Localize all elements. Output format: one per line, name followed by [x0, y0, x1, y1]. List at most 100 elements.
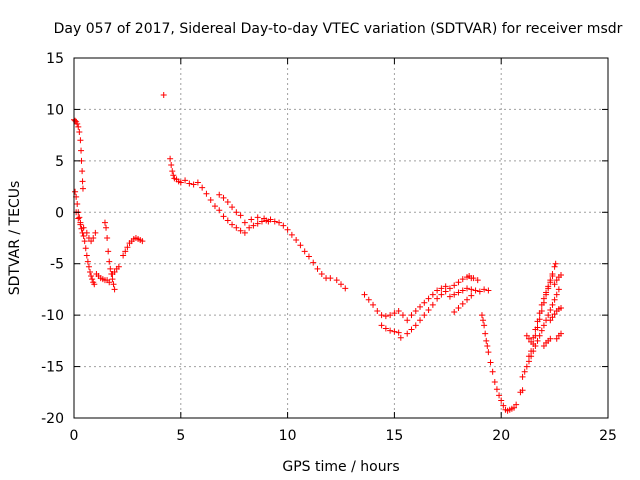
data-point [553, 277, 560, 284]
data-point [395, 308, 402, 315]
data-point [421, 312, 428, 319]
data-point [484, 343, 491, 349]
data-point [77, 137, 84, 144]
data-point [318, 271, 325, 277]
data-point [342, 285, 349, 292]
data-point [233, 224, 240, 231]
data-point [555, 286, 562, 293]
data-point [480, 317, 487, 324]
y-tick-label: 15 [46, 51, 64, 67]
data-point [408, 326, 415, 333]
data-point [474, 277, 481, 284]
data-point [397, 334, 404, 341]
data-point [81, 238, 88, 245]
data-point [182, 177, 189, 184]
data-point [216, 207, 223, 214]
data-point [536, 310, 543, 317]
data-point [237, 212, 244, 219]
data-point [365, 296, 372, 303]
data-point [558, 272, 565, 279]
data-point [434, 287, 441, 294]
data-point [288, 231, 295, 238]
data-point [493, 386, 500, 393]
data-point [543, 289, 550, 296]
y-tick-label: 0 [55, 205, 64, 221]
data-point [387, 312, 394, 319]
data-point [464, 285, 471, 292]
data-point [551, 281, 558, 288]
x-axis-label: GPS time / hours [282, 459, 399, 475]
data-point [455, 279, 462, 286]
data-point [382, 325, 389, 332]
data-point [549, 273, 556, 280]
data-point [92, 229, 99, 236]
data-point [545, 312, 552, 319]
data-point [451, 291, 458, 298]
data-point [491, 379, 498, 385]
data-point [301, 248, 308, 255]
data-point [547, 335, 554, 342]
data-point [552, 260, 559, 267]
data-point [167, 155, 174, 162]
data-point [374, 308, 381, 315]
data-point [417, 317, 424, 324]
data-point [404, 317, 411, 324]
data-point [459, 287, 466, 294]
data-point [160, 92, 167, 99]
data-point [429, 301, 436, 308]
data-point [387, 327, 394, 334]
data-point [305, 253, 312, 260]
data-point [220, 194, 227, 201]
data-point [442, 283, 449, 290]
data-point [553, 335, 560, 342]
data-point [481, 322, 488, 329]
data-point [229, 221, 236, 228]
data-point [83, 229, 90, 236]
data-point [438, 285, 445, 292]
data-point [84, 258, 91, 265]
y-tick-label: 10 [46, 102, 64, 118]
x-tick-label: 15 [385, 428, 403, 444]
data-point [77, 221, 84, 228]
data-point [485, 287, 492, 294]
data-point [470, 275, 477, 282]
data-point [111, 268, 118, 275]
data-point [122, 248, 129, 255]
data-point [190, 181, 197, 188]
data-point [169, 168, 176, 175]
data-point [72, 117, 79, 124]
data-point [525, 353, 532, 360]
data-point [523, 363, 530, 370]
data-point [314, 265, 321, 272]
y-axis-label: SDTVAR / TECUs [7, 181, 23, 296]
data-point [216, 191, 223, 198]
data-point [558, 330, 565, 337]
data-point [523, 332, 530, 339]
data-point [276, 219, 283, 226]
data-point [534, 318, 541, 325]
data-point [378, 322, 385, 329]
data-point [110, 281, 117, 288]
data-point [466, 273, 473, 280]
data-point [395, 329, 402, 336]
data-point [284, 226, 291, 233]
data-point [476, 288, 483, 295]
data-point [482, 330, 489, 337]
x-axis-ticks: 0 5 10 15 20 25 [70, 58, 617, 444]
data-point [327, 275, 334, 282]
data-point [391, 328, 398, 335]
x-tick-label: 25 [599, 428, 617, 444]
data-point [468, 292, 475, 299]
data-point [105, 248, 112, 255]
data-point [261, 215, 268, 222]
data-point [553, 291, 560, 298]
data-point [549, 314, 556, 321]
data-point [78, 147, 85, 154]
data-point [478, 312, 485, 319]
data-point [434, 295, 441, 302]
data-point [75, 215, 82, 222]
data-point [421, 299, 428, 306]
data-point [280, 222, 287, 229]
data-point [551, 311, 558, 318]
